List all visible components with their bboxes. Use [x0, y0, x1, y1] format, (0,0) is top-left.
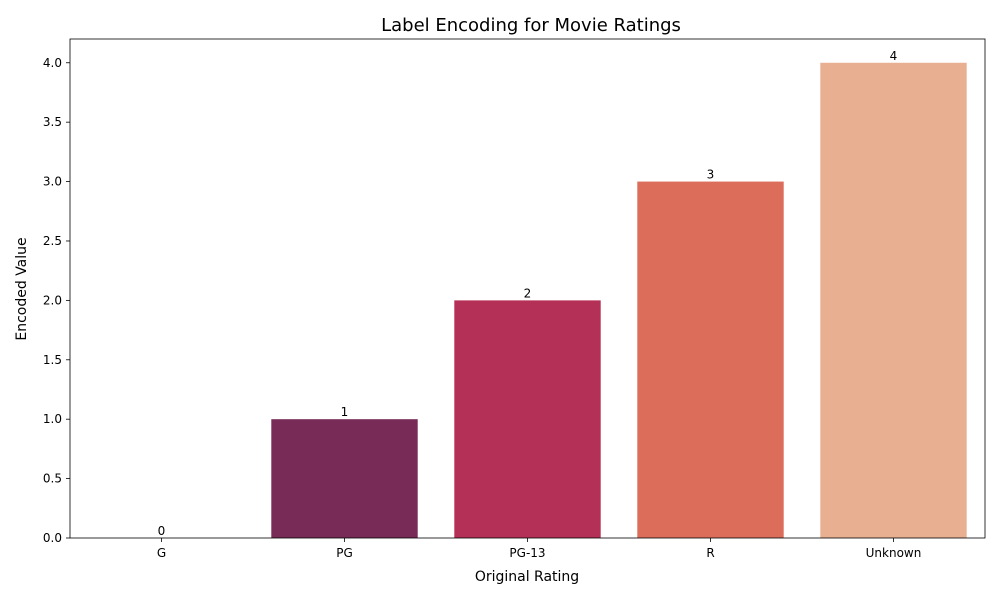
chart-title: Label Encoding for Movie Ratings: [381, 15, 681, 36]
x-tick-label: G: [157, 546, 166, 560]
bar-unknown: [820, 62, 967, 539]
x-axis-label: Original Rating: [475, 569, 579, 585]
y-tick-label: 0.5: [43, 472, 62, 486]
data-label: 2: [524, 286, 532, 300]
data-label: 4: [890, 49, 898, 63]
y-tick-label: 0.0: [43, 531, 62, 545]
y-tick-label: 3.0: [43, 175, 62, 189]
data-label: 3: [707, 168, 715, 182]
x-tick-label: PG: [336, 546, 353, 560]
y-axis-label: Encoded Value: [14, 237, 30, 340]
plot-area: 0 G 1 PG 2 PG-13 3 R 4 Unknown 0.0 0.5 1.0 1.5 2.0 2.5 3…: [43, 38, 986, 560]
y-tick-label: 2.5: [43, 234, 62, 248]
bar-pg: [271, 419, 418, 538]
data-label: 0: [158, 524, 166, 538]
bar-r: [637, 181, 784, 539]
x-tick-label: PG-13: [509, 546, 545, 560]
y-tick-label: 3.5: [43, 115, 62, 129]
y-tick-label: 1.0: [43, 412, 62, 426]
y-tick-label: 2.0: [43, 293, 62, 307]
bar-pg-13: [454, 300, 601, 538]
y-tick-label: 4.0: [43, 56, 62, 70]
x-tick-label: Unknown: [866, 546, 922, 560]
data-label: 1: [341, 405, 349, 419]
y-tick-label: 1.5: [43, 353, 62, 367]
x-tick-label: R: [706, 546, 714, 560]
plot-frame: [69, 38, 986, 539]
